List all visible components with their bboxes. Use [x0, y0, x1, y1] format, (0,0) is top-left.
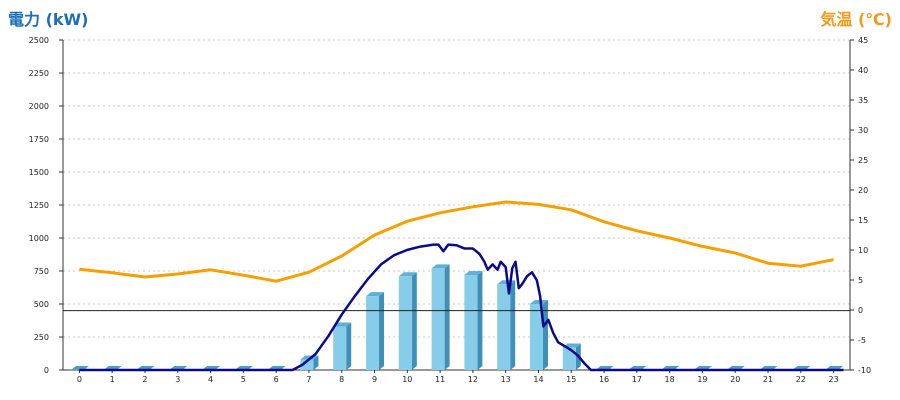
bar-face	[300, 359, 314, 370]
right-tick-label: -5	[858, 336, 866, 345]
bar-face	[464, 274, 478, 370]
right-tick-label: -10	[858, 366, 871, 375]
left-tick-label: 250	[34, 333, 49, 342]
right-axis-title: 気温 (℃)	[820, 10, 892, 29]
left-tick-label: 750	[34, 267, 49, 276]
bar-side	[411, 272, 417, 370]
bar-face	[562, 347, 576, 370]
bar-side	[313, 355, 319, 370]
right-tick-label: 25	[858, 156, 868, 165]
bar	[464, 270, 483, 370]
left-axis-title: 電力 (kW)	[8, 10, 89, 29]
bar-face	[333, 326, 347, 370]
bar	[366, 292, 385, 370]
bar	[398, 272, 417, 370]
bar-face	[398, 276, 412, 370]
bar-side	[477, 270, 483, 370]
x-tick-label: 13	[501, 375, 511, 384]
x-tick-label: 0	[77, 375, 82, 384]
x-tick-label: 4	[208, 375, 213, 384]
x-tick-label: 7	[306, 375, 311, 384]
left-tick-label: 2000	[29, 102, 49, 111]
x-tick-label: 10	[402, 375, 412, 384]
power-line	[79, 243, 844, 372]
right-tick-label: 30	[858, 126, 868, 135]
x-tick-label: 15	[566, 375, 576, 384]
left-tick-label: 1000	[29, 234, 49, 243]
right-tick-label: 5	[858, 276, 863, 285]
left-tick-label: 0	[44, 366, 49, 375]
temperature-line	[79, 200, 834, 283]
bar-top	[431, 264, 450, 269]
x-tick-label: 19	[697, 375, 707, 384]
right-tick-label: 40	[858, 66, 868, 75]
x-tick-label: 21	[763, 375, 773, 384]
x-tick-label: 9	[372, 375, 377, 384]
bar-top	[529, 300, 548, 304]
x-tick-label: 1	[110, 375, 115, 384]
x-tick-label: 16	[599, 375, 609, 384]
left-tick-label: 1500	[29, 168, 49, 177]
x-tick-label: 20	[730, 375, 740, 384]
bar-top	[464, 270, 483, 275]
bar-side	[346, 322, 352, 370]
x-tick-label: 22	[796, 375, 806, 384]
x-tick-label: 18	[665, 375, 675, 384]
bar-face	[529, 304, 543, 370]
bar	[529, 300, 548, 370]
x-tick-label: 3	[175, 375, 180, 384]
bar-side	[379, 292, 385, 370]
left-tick-label: 1250	[29, 201, 49, 210]
left-tick-label: 1750	[29, 135, 49, 144]
x-tick-label: 11	[435, 375, 445, 384]
right-tick-label: 45	[858, 36, 868, 45]
right-tick-label: 35	[858, 96, 868, 105]
bar-face	[431, 268, 445, 370]
x-tick-label: 14	[533, 375, 543, 384]
right-tick-label: 0	[858, 306, 863, 315]
left-tick-label: 2500	[29, 36, 49, 45]
left-tick-label: 500	[34, 300, 49, 309]
right-tick-label: 15	[858, 216, 868, 225]
right-tick-label: 10	[858, 246, 868, 255]
bar-side	[510, 280, 516, 370]
x-tick-label: 12	[468, 375, 478, 384]
right-tick-label: 20	[858, 186, 868, 195]
x-tick-label: 23	[829, 375, 839, 384]
bar-side	[444, 264, 450, 370]
bar-face	[366, 296, 380, 370]
bar-face	[497, 284, 511, 370]
x-tick-label: 17	[632, 375, 642, 384]
x-tick-label: 2	[142, 375, 147, 384]
x-tick-label: 5	[241, 375, 246, 384]
bar-side	[542, 300, 548, 370]
bar-top	[333, 322, 352, 327]
bar	[333, 322, 352, 370]
bar	[300, 355, 319, 370]
x-tick-label: 6	[274, 375, 279, 384]
x-tick-label: 8	[339, 375, 344, 384]
bar-top	[398, 272, 417, 277]
bar	[497, 280, 516, 370]
bar-top	[366, 292, 385, 297]
left-tick-label: 2250	[29, 69, 49, 78]
bar	[431, 264, 450, 370]
